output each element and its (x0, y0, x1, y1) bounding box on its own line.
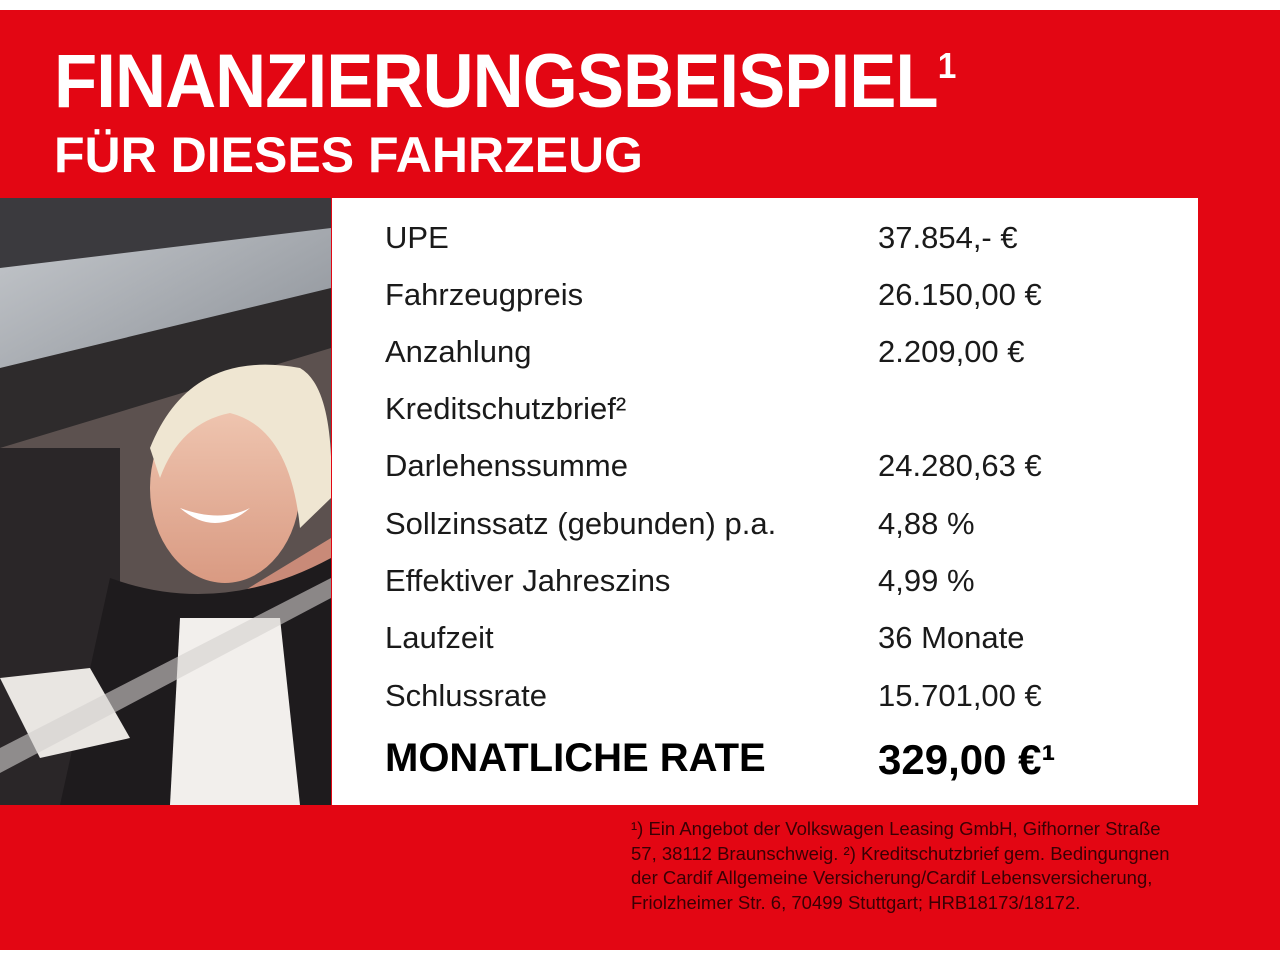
subheadline: FÜR DIESES FAHRZEUG (54, 127, 643, 183)
total-value: 329,00 €¹ (878, 736, 1056, 783)
row-value: 4,99 % (878, 563, 975, 598)
legal-footnote: ¹) Ein Angebot der Volkswagen Leasing Gm… (631, 818, 1170, 913)
row-label: Schlussrate (385, 678, 547, 713)
photo-woman-in-car (0, 198, 331, 805)
row-value: 24.280,63 € (878, 448, 1042, 483)
headline-footnote-mark: 1 (937, 45, 957, 86)
row-label: Darlehenssumme (385, 448, 628, 483)
row-label: Fahrzeugpreis (385, 277, 584, 312)
row-sollzinssatz: Sollzinssatz (gebunden) p.a. 4,88 % (385, 506, 975, 542)
row-label: UPE (385, 220, 449, 255)
row-label: Laufzeit (385, 620, 494, 655)
row-label: Effektiver Jahreszins (385, 563, 671, 598)
row-value: 37.854,- € (878, 220, 1018, 255)
headline: FINANZIERUNGSBEISPIEL1 (54, 44, 957, 120)
row-fahrzeugpreis: Fahrzeugpreis 26.150,00 € (385, 277, 1042, 313)
row-kreditschutzbrief: Kreditschutzbrief² (385, 391, 626, 427)
row-value: 36 Monate (878, 620, 1025, 655)
row-darlehenssumme: Darlehenssumme 24.280,63 € (385, 448, 1042, 484)
headline-text: FINANZIERUNGSBEISPIEL (54, 39, 939, 124)
financing-table: UPE 37.854,- € Fahrzeugpreis 26.150,00 € A… (332, 198, 1198, 805)
row-value: 26.150,00 € (878, 277, 1042, 312)
row-anzahlung: Anzahlung 2.209,00 € (385, 334, 1025, 370)
row-value: 4,88 % (878, 506, 975, 541)
row-laufzeit: Laufzeit 36 Monate (385, 620, 1025, 656)
row-schlussrate: Schlussrate 15.701,00 € (385, 678, 1042, 714)
row-upe: UPE 37.854,- € (385, 220, 1018, 256)
row-label: Anzahlung (385, 334, 532, 369)
row-label: Kreditschutzbrief² (385, 391, 627, 426)
row-value: 15.701,00 € (878, 678, 1042, 713)
total-label: MONATLICHE RATE (385, 736, 766, 780)
row-label: Sollzinssatz (gebunden) p.a. (385, 506, 777, 541)
row-monatliche-rate: MONATLICHE RATE 329,00 €¹ (385, 736, 1055, 783)
row-effektiver-jahreszins: Effektiver Jahreszins 4,99 % (385, 563, 975, 599)
row-value: 2.209,00 € (878, 334, 1025, 369)
